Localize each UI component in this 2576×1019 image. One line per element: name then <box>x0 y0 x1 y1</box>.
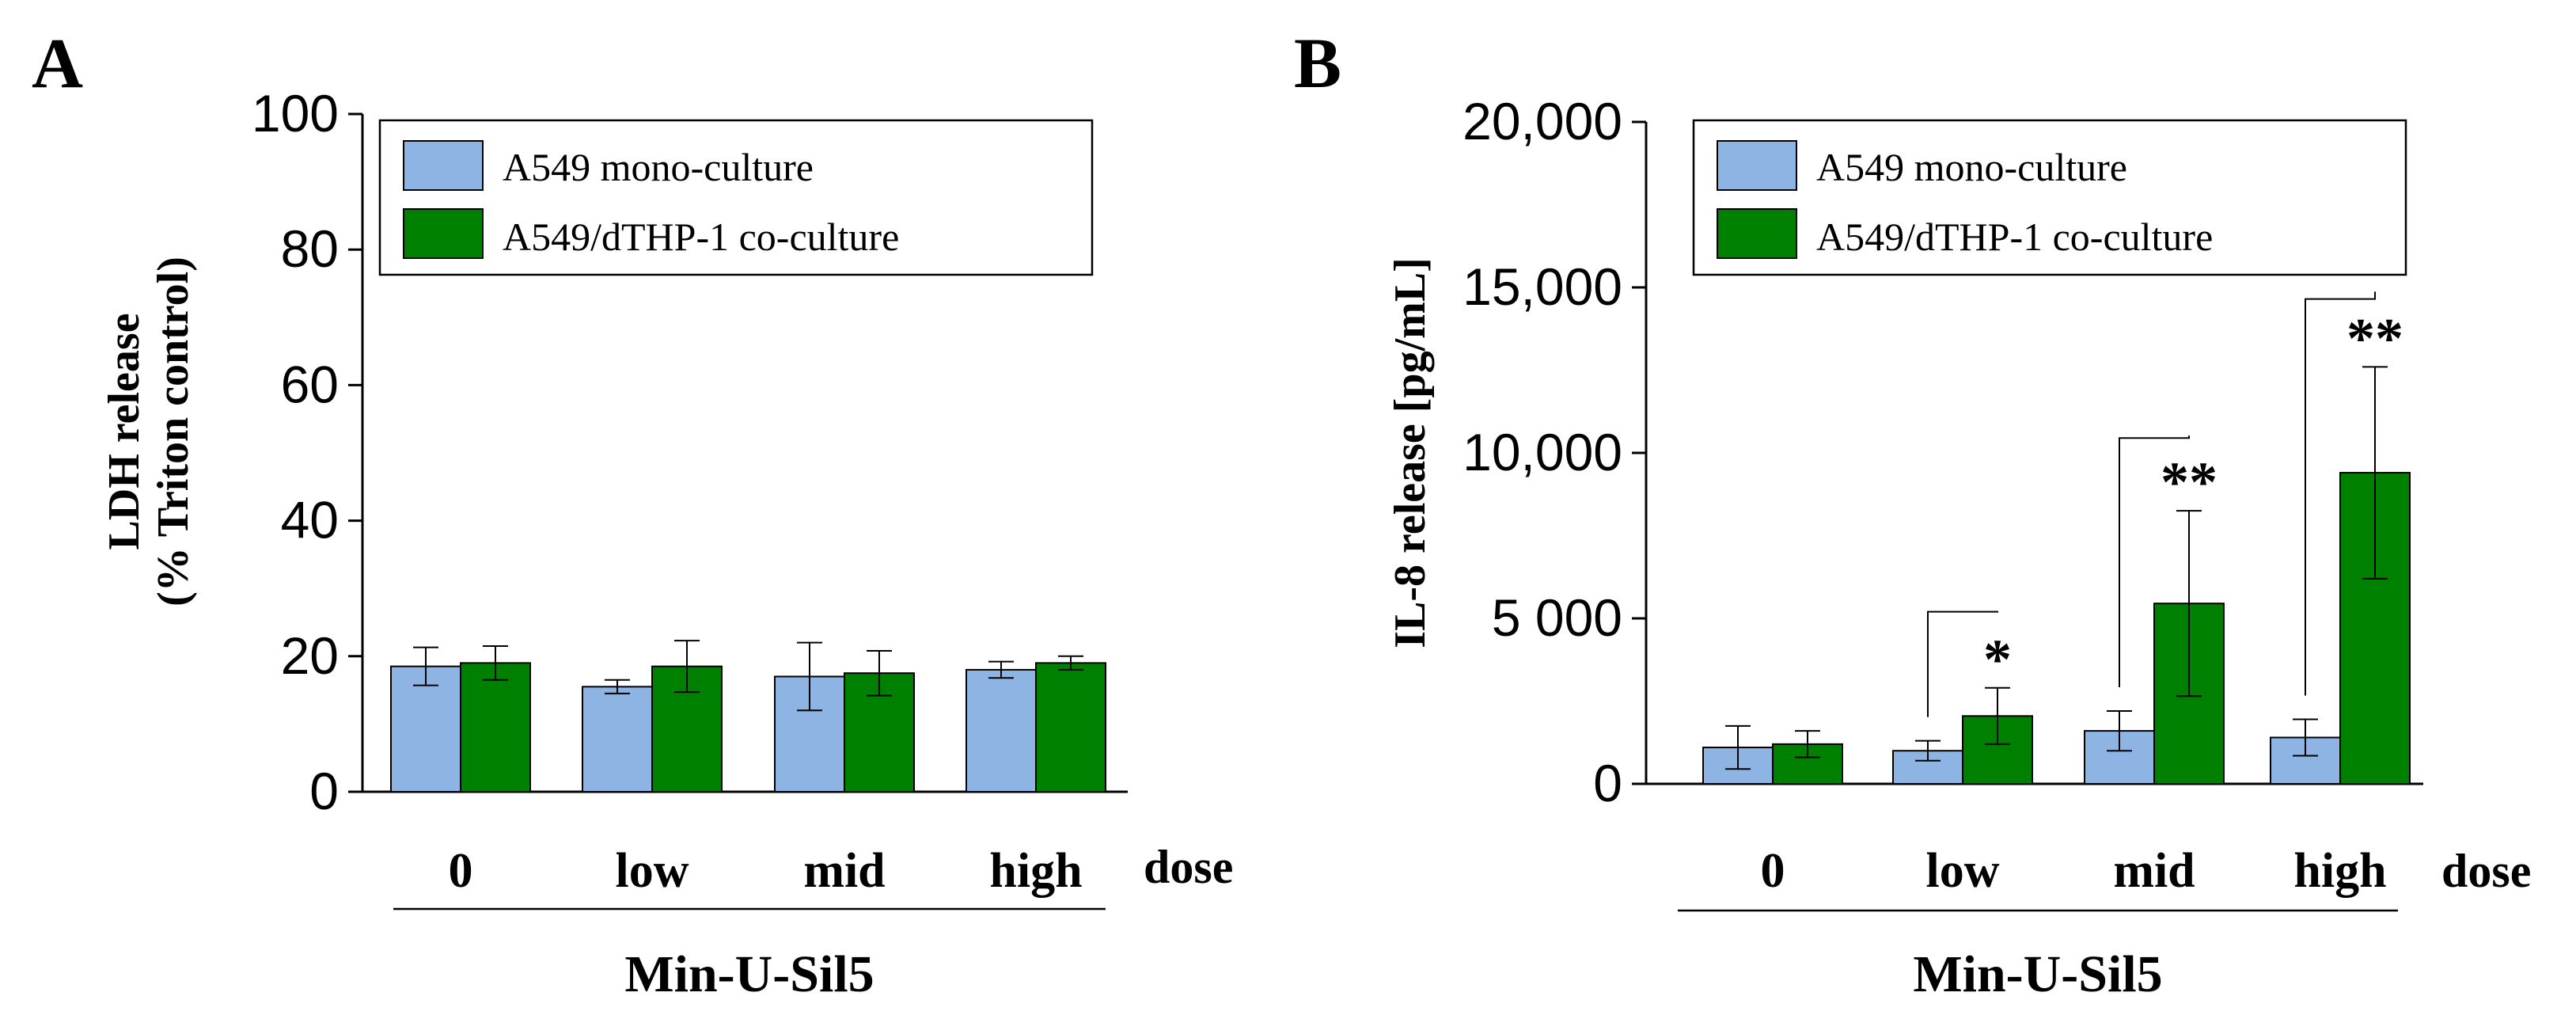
panel-a-group-label: Min-U-Sil5 <box>624 945 874 1003</box>
panel-a-bar-co-0 <box>460 662 531 793</box>
panel-b-legend-label-mono: A549 mono-culture <box>1816 145 2127 189</box>
panel-b-significance-marker: * <box>1983 628 2012 691</box>
panel-b-legend: A549 mono-culture A549/dTHP-1 co-culture <box>1692 119 2407 276</box>
panel-a-legend-swatch-co <box>403 208 484 259</box>
panel-b-ylabel: IL-8 release [pg/mL] <box>1386 257 1435 648</box>
panel-a-category-label-mid: mid <box>803 844 885 898</box>
panel-a-category-label-low: low <box>616 844 689 898</box>
panel-a-legend-box <box>378 119 1094 276</box>
panel-b-legend-swatch-mono <box>1717 140 1797 191</box>
panel-b-category-label-mid: mid <box>2113 844 2195 898</box>
panel-b-group-label: Min-U-Sil5 <box>1913 945 2162 1003</box>
panel-a-bar-mono-0 <box>390 665 461 793</box>
panel-b-significance-bracket <box>2119 435 2190 688</box>
panel-a-legend-swatch-mono <box>403 140 484 191</box>
panel-b-significance-bracket <box>1927 610 1998 717</box>
panel-a-ylabel-line2: (% Triton control) <box>149 257 198 606</box>
panel-b: B IL-8 release [pg/mL] 0 5 000 10,000 15,00… <box>1294 25 2531 1003</box>
panel-a-dose-label: dose <box>1144 841 1233 893</box>
panel-b-significance-bracket <box>2305 291 2376 696</box>
panel-b-label: B <box>1294 25 1341 103</box>
panel-a: A LDH release (% Triton control) 0 20 40 60… <box>32 25 1233 1003</box>
panel-b-legend-label-co: A549/dTHP-1 co-culture <box>1816 215 2213 259</box>
panel-b-ytick-label: 10,000 <box>1463 423 1622 481</box>
panel-b-legend-box <box>1692 119 2407 276</box>
panel-a-ytick-label: 20 <box>281 626 339 685</box>
panel-a-ytick-label: 80 <box>281 219 339 278</box>
panel-b-bar-mono-low <box>1892 750 1963 785</box>
panel-b-legend-swatch-co <box>1717 208 1797 259</box>
panel-a-label: A <box>32 25 83 103</box>
panel-b-ytick-label: 20,000 <box>1463 92 1622 150</box>
panel-b-category-label-low: low <box>1926 844 2000 898</box>
panel-a-ytick-label: 0 <box>309 762 339 820</box>
panel-b-significance-marker: ** <box>2161 451 2217 514</box>
panel-b-ylabel-line1: IL-8 release [pg/mL] <box>1386 257 1435 648</box>
panel-a-ylabel: LDH release (% Triton control) <box>100 257 198 606</box>
panel-b-dose-label: dose <box>2441 845 2531 897</box>
panel-a-category-label-0: 0 <box>449 844 473 898</box>
panel-a-legend-label-co: A549/dTHP-1 co-culture <box>503 215 899 259</box>
panel-a-category-label-high: high <box>989 844 1082 898</box>
panel-a-legend-label-mono: A549 mono-culture <box>503 145 814 189</box>
panel-b-significance-marker: ** <box>2346 306 2403 370</box>
panel-b-category-label-high: high <box>2293 844 2386 898</box>
panel-a-bar-mono-low <box>582 686 653 793</box>
panel-b-ytick-label: 15,000 <box>1463 257 1622 316</box>
panel-a-ylabel-line1: LDH release <box>100 313 149 549</box>
panel-a-bar-mono-high <box>966 668 1037 793</box>
panel-a-plot: 0 20 40 60 80 100 0 low mid high <box>252 84 1128 898</box>
panel-a-bar-co-high <box>1035 662 1106 793</box>
panel-a-ytick-label: 60 <box>281 355 339 413</box>
panel-a-ytick-label: 100 <box>252 84 339 143</box>
panel-b-ytick-label: 0 <box>1593 754 1622 812</box>
panel-a-ytick-label: 40 <box>281 491 339 549</box>
panel-b-category-label-0: 0 <box>1761 844 1785 898</box>
panel-b-ytick-label: 5 000 <box>1492 588 1622 647</box>
panel-a-legend: A549 mono-culture A549/dTHP-1 co-culture <box>378 119 1094 276</box>
